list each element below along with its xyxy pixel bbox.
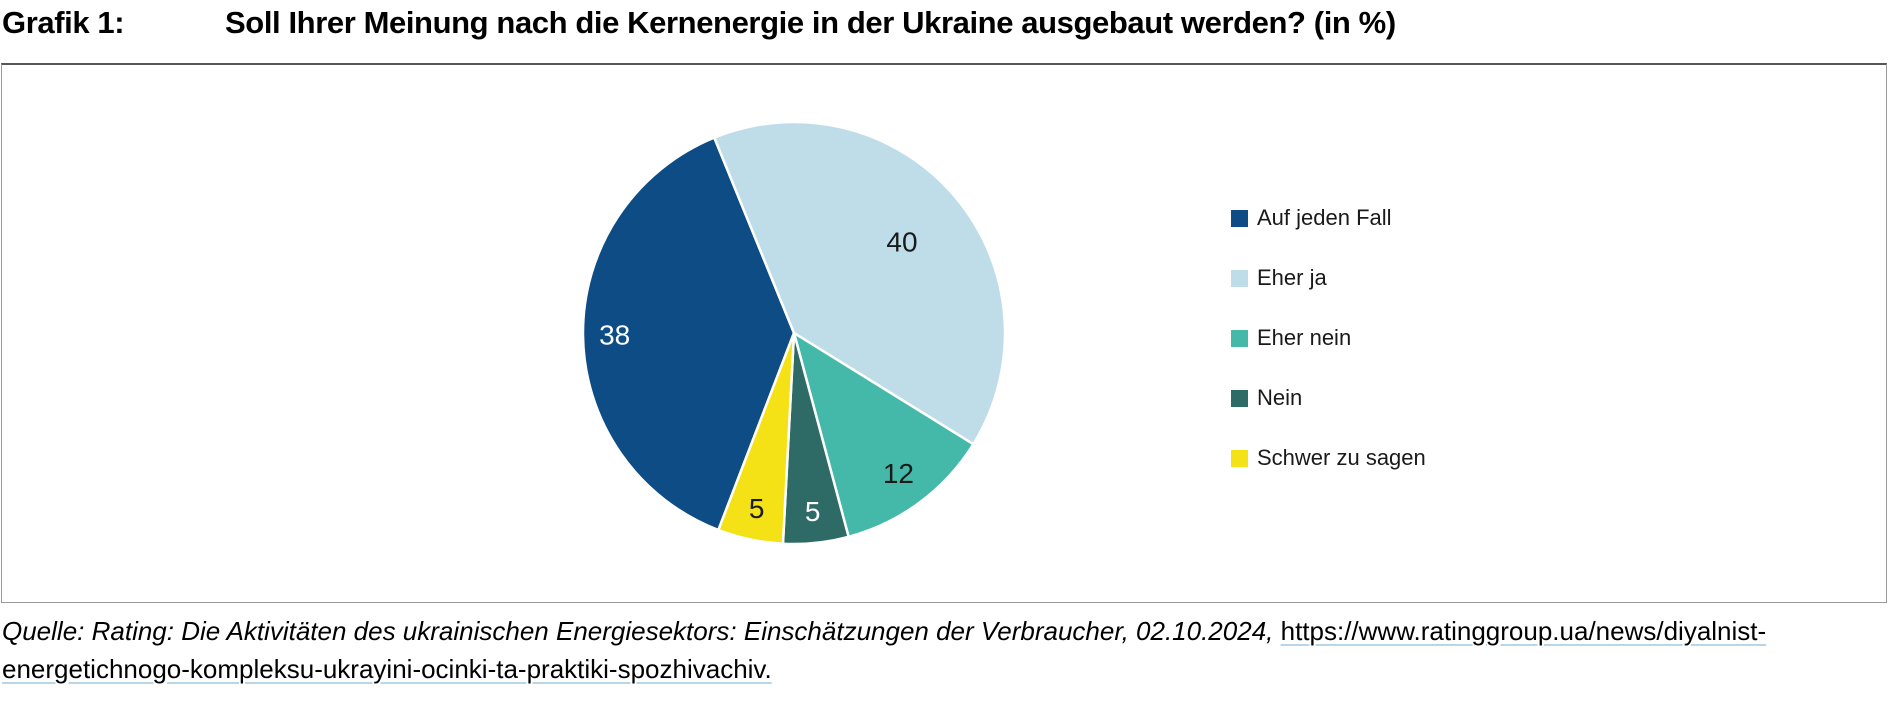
source-text: Quelle: Rating: Die Aktivitäten des ukra… — [2, 612, 1888, 688]
legend-label-schwer-zu-sagen: Schwer zu sagen — [1257, 445, 1426, 470]
legend-label-eher-ja: Eher ja — [1257, 265, 1327, 290]
legend-label-eher-nein: Eher nein — [1257, 325, 1352, 350]
pie-chart: 38 40 12 5 5 — [581, 120, 1007, 546]
source-link-line2[interactable]: energetichnogo-kompleksu-ukrayini-ocinki… — [2, 654, 772, 684]
source-link-line1[interactable]: https://www.ratinggroup.ua/news/diyalnis… — [1280, 616, 1767, 646]
legend-swatch-nein — [1231, 389, 1248, 407]
pie-slice-schwer-zu-sagen — [717, 331, 796, 545]
legend-item-eher-nein: Eher nein — [1231, 308, 1426, 368]
figure-number-label: Grafik 1: — [2, 5, 125, 40]
source-citation: Quelle: Rating: Die Aktivitäten des ukra… — [2, 616, 1281, 646]
pie-value-label-auf-jeden-fall: 38 — [599, 319, 630, 350]
legend-item-auf-jeden-fall: Auf jeden Fall — [1231, 188, 1426, 248]
legend-swatch-eher-nein — [1231, 329, 1248, 347]
pie-value-label-eher-ja: 40 — [886, 226, 917, 257]
page-heading: Grafik 1: Soll Ihrer Meinung nach die Ke… — [2, 5, 1396, 41]
legend-label-nein: Nein — [1257, 385, 1303, 410]
source-line-2: energetichnogo-kompleksu-ukrayini-ocinki… — [2, 650, 1888, 688]
legend-swatch-auf-jeden-fall — [1231, 209, 1248, 227]
legend-label-auf-jeden-fall: Auf jeden Fall — [1257, 205, 1392, 230]
pie-value-label-nein: 5 — [805, 496, 821, 527]
pie-slice-eher-ja — [713, 120, 1007, 446]
legend-item-eher-ja: Eher ja — [1231, 248, 1426, 308]
legend-item-schwer-zu-sagen: Schwer zu sagen — [1231, 428, 1426, 488]
pie-value-label-schwer-zu-sagen: 5 — [749, 493, 765, 524]
legend-item-nein: Nein — [1231, 368, 1426, 428]
pie-slice-eher-nein — [792, 331, 975, 539]
legend: Auf jeden Fall Eher ja Eher nein Nein Schwer… — [1231, 188, 1426, 488]
page-title: Soll Ihrer Meinung nach die Kernenergie … — [225, 5, 1396, 40]
pie-value-label-eher-nein: 12 — [883, 458, 914, 489]
source-line-1: Quelle: Rating: Die Aktivitäten des ukra… — [2, 612, 1888, 650]
legend-swatch-schwer-zu-sagen — [1231, 449, 1248, 467]
legend-swatch-eher-ja — [1231, 269, 1248, 287]
pie-slice-auf-jeden-fall — [581, 136, 796, 532]
